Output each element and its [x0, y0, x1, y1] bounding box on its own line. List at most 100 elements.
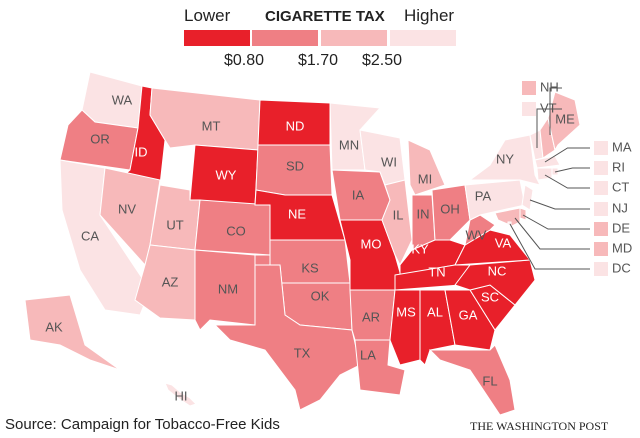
- callout-line: [549, 87, 562, 135]
- state-label: NE: [288, 206, 306, 221]
- state-ms: [389, 289, 421, 366]
- state-label: OK: [311, 288, 330, 303]
- state-mi: [407, 139, 446, 196]
- legend-tick: $2.50: [362, 52, 403, 69]
- state-label: UT: [166, 217, 183, 232]
- state-oh: [431, 184, 471, 241]
- state-nj: [521, 184, 534, 211]
- state-label: SD: [286, 158, 304, 173]
- callout-swatch-dc: [594, 262, 608, 276]
- legend-tick: $0.80: [224, 52, 265, 69]
- state-label: GA: [459, 307, 478, 322]
- state-label: MN: [339, 137, 359, 152]
- source-note: Source: Campaign for Tobacco-Free Kids: [5, 416, 280, 433]
- callout-line: [544, 147, 590, 163]
- state-md: [494, 207, 521, 227]
- state-label: KY: [411, 241, 429, 256]
- callout-line: [514, 217, 590, 250]
- state-label: MT: [202, 118, 221, 133]
- callout-swatch-nj: [594, 202, 608, 216]
- state-label: LA: [360, 347, 376, 362]
- legend-tick: $1.70: [298, 52, 339, 69]
- legend-swatch-4: [390, 30, 456, 46]
- legend-swatch-2: [252, 30, 318, 46]
- state-label: FL: [482, 373, 497, 388]
- legend-title: CIGARETTE TAX: [265, 8, 385, 25]
- state-fl: [428, 344, 516, 416]
- state-label: WY: [216, 167, 237, 182]
- state-label: KS: [301, 260, 319, 275]
- state-me: [547, 91, 581, 152]
- callout-swatch-vt: [522, 102, 536, 116]
- state-label: TX: [294, 345, 311, 360]
- state-label: TN: [428, 264, 445, 279]
- state-label: AZ: [162, 274, 179, 289]
- state-label: CO: [226, 223, 246, 238]
- callout-label: NJ: [612, 200, 628, 215]
- state-label: NC: [488, 263, 507, 278]
- state-hi: [164, 382, 197, 407]
- callout-swatch-ma: [594, 141, 608, 155]
- state-pa: [464, 179, 526, 221]
- callout-line: [522, 214, 590, 230]
- state-label: CA: [81, 228, 99, 243]
- state-label: IA: [352, 187, 365, 202]
- callout-label: CT: [612, 179, 629, 194]
- state-label: WA: [112, 92, 133, 107]
- state-ga: [444, 289, 496, 351]
- callout-swatch-ct: [594, 181, 608, 195]
- callout-label: DC: [612, 260, 631, 275]
- state-label: AK: [45, 319, 63, 334]
- state-label: MO: [361, 236, 382, 251]
- state-label: NM: [218, 281, 238, 296]
- callout-line: [529, 199, 590, 210]
- callout-label: NH: [540, 79, 559, 94]
- state-wv: [464, 214, 496, 247]
- state-label: PA: [475, 188, 492, 203]
- state-label: NY: [496, 151, 514, 166]
- callout-line: [509, 223, 590, 270]
- state-ak: [24, 294, 121, 371]
- callout-label: MA: [612, 139, 632, 154]
- state-label: IN: [417, 206, 430, 221]
- state-tx: [213, 264, 361, 411]
- legend-high-label: Higher: [404, 6, 455, 25]
- state-nc: [454, 259, 536, 306]
- state-label: VA: [495, 235, 512, 250]
- callout-swatch-ri: [594, 161, 608, 175]
- state-label: MS: [396, 304, 416, 319]
- callout-swatch-md: [594, 242, 608, 256]
- state-label: WV: [466, 227, 487, 242]
- state-de: [519, 207, 527, 221]
- state-label: OH: [440, 201, 460, 216]
- state-ny: [468, 134, 541, 186]
- state-label: AR: [362, 309, 380, 324]
- state-label: IL: [393, 207, 404, 222]
- state-il: [381, 179, 413, 267]
- state-va: [454, 229, 531, 266]
- legend-swatch-1: [184, 30, 250, 46]
- callout-line: [544, 174, 590, 189]
- state-label: MI: [418, 171, 432, 186]
- callout-swatch-nh: [522, 81, 536, 95]
- callout-label: MD: [612, 240, 632, 255]
- callout-label: VT: [540, 100, 557, 115]
- state-label: NV: [118, 201, 136, 216]
- legend-low-label: Lower: [184, 6, 231, 25]
- state-label: AL: [427, 304, 443, 319]
- callout-label: DE: [612, 220, 630, 235]
- state-label: ND: [286, 118, 305, 133]
- state-ma: [534, 155, 561, 169]
- state-label: WI: [381, 154, 397, 169]
- legend-swatch-3: [321, 30, 387, 46]
- state-label: OR: [90, 131, 110, 146]
- callout-swatch-de: [594, 222, 608, 236]
- state-label: ME: [555, 111, 575, 126]
- callout-line: [554, 167, 590, 173]
- publisher-logo: THE WASHINGTON POST: [470, 419, 609, 433]
- state-label: HI: [175, 388, 188, 403]
- callout-line: [536, 108, 562, 148]
- state-label: SC: [481, 289, 499, 304]
